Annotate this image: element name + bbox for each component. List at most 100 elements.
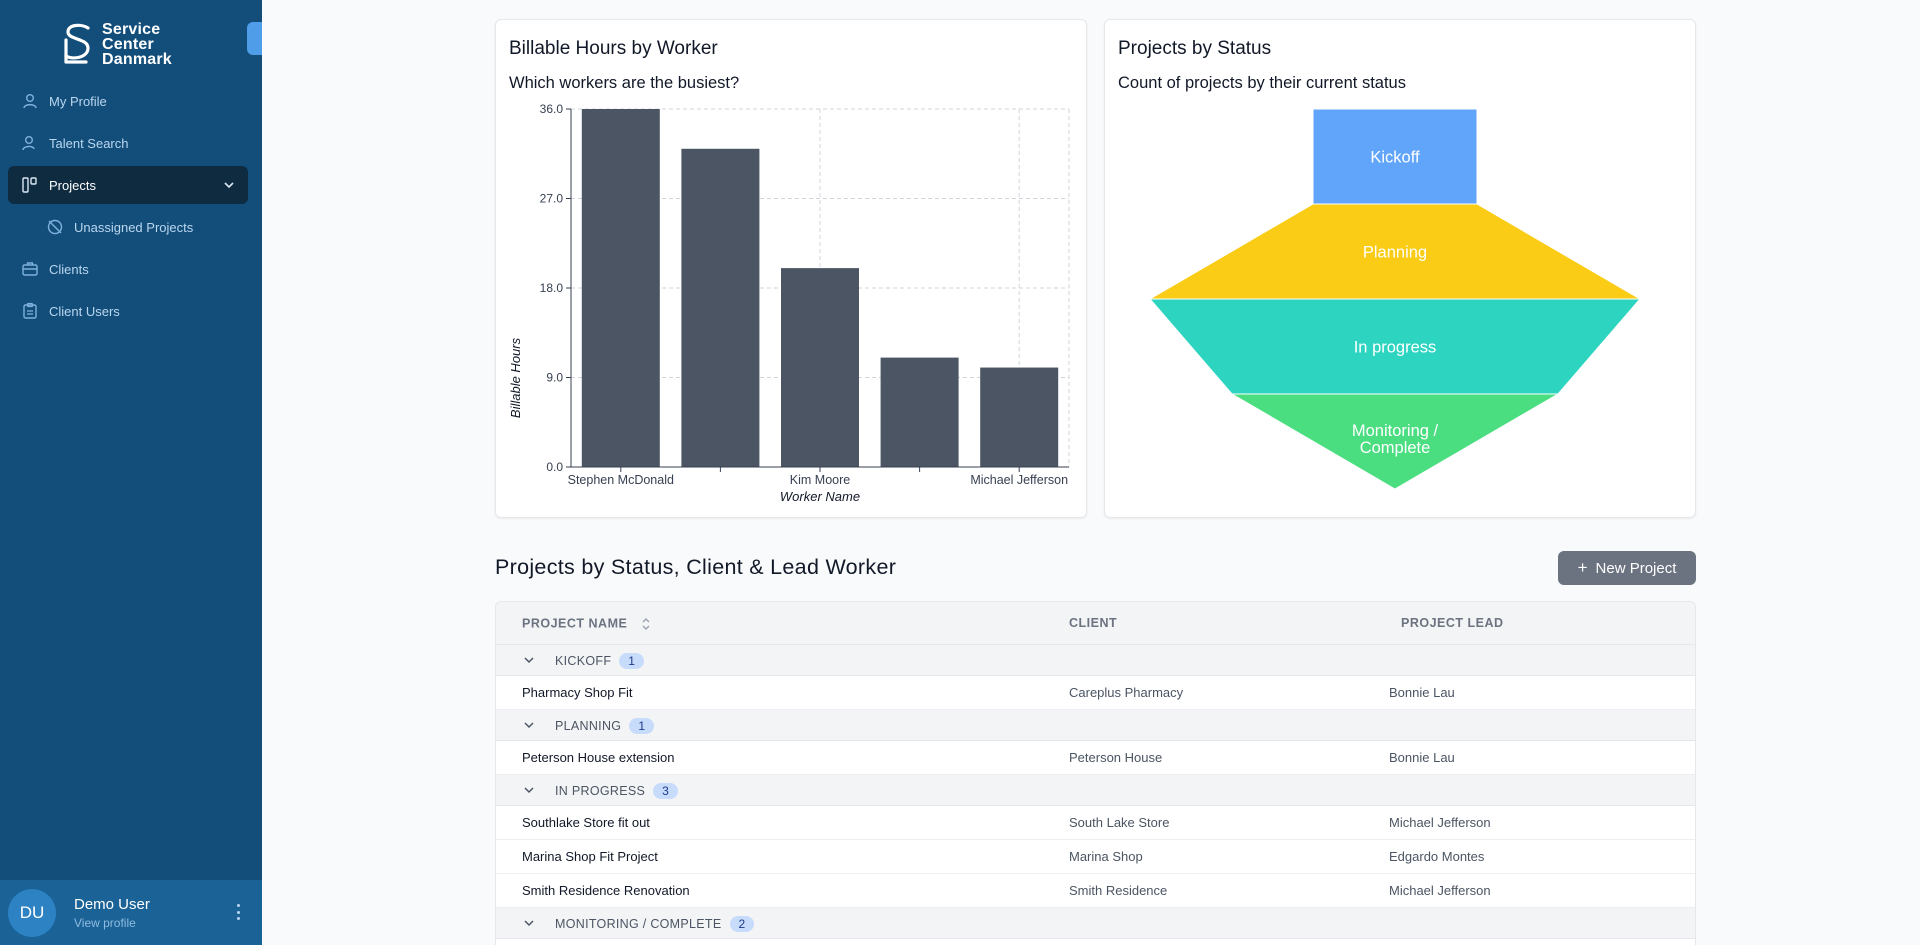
group-name: IN PROGRESS xyxy=(555,784,646,798)
project-lead-cell: Michael Jefferson xyxy=(1389,815,1491,830)
funnel-stage-label: Planning xyxy=(1363,244,1427,262)
sidebar-item-label: Talent Search xyxy=(49,135,129,151)
project-name-cell[interactable]: Smith Residence Renovation xyxy=(522,883,690,898)
sidebar-item-label: Projects xyxy=(49,177,96,193)
group-name: KICKOFF xyxy=(555,654,612,668)
table-row[interactable]: Marina Shop Fit Project Marina Shop Edga… xyxy=(496,840,1695,874)
group-count-badge: 1 xyxy=(619,653,645,669)
chevron-down-icon[interactable] xyxy=(523,784,535,796)
group-name: PLANNING xyxy=(555,719,622,733)
project-name-cell[interactable]: Peterson House extension xyxy=(522,750,675,765)
funnel-stage-label: Kickoff xyxy=(1370,149,1420,167)
sidebar-item-label: Client Users xyxy=(49,303,120,319)
group-count-badge: 3 xyxy=(653,783,679,799)
user-profile-box[interactable]: DU Demo User View profile xyxy=(0,880,262,945)
bar[interactable] xyxy=(581,109,660,467)
table-row[interactable]: Peterson House extension Peterson House … xyxy=(496,741,1695,775)
bar-chart: 0.0 9.0 18.0 27.0 36.0 Stephen McDonald Kim Mo… xyxy=(508,102,1070,504)
chevron-down-icon xyxy=(224,182,234,189)
funnel-stage[interactable] xyxy=(1230,393,1560,490)
card-title: Billable Hours by Worker xyxy=(509,38,718,59)
table-header: PROJECT NAME CLIENT PROJECT LEAD xyxy=(496,602,1695,645)
client-cell: Marina Shop xyxy=(1069,849,1143,864)
y-axis-label: Billable Hours xyxy=(508,337,523,418)
logo-line-1: Service xyxy=(102,20,161,38)
sidebar-item-label: My Profile xyxy=(49,93,107,109)
more-options-icon[interactable] xyxy=(236,904,240,920)
user-icon xyxy=(23,94,37,109)
group-label: MONITORING / COMPLETE 2 xyxy=(555,916,755,932)
bar[interactable] xyxy=(781,268,859,467)
bar[interactable] xyxy=(980,367,1059,467)
column-header-project-lead[interactable]: PROJECT LEAD xyxy=(1401,616,1504,630)
project-name-cell[interactable]: Marina Shop Fit Project xyxy=(522,849,658,864)
project-name-cell[interactable]: Pharmacy Shop Fit xyxy=(522,685,633,700)
table-row[interactable]: Pharmacy Shop Fit Careplus Pharmacy Bonn… xyxy=(496,676,1695,710)
group-label: PLANNING 1 xyxy=(555,718,655,734)
table-row[interactable]: Southlake Store fit out South Lake Store… xyxy=(496,806,1695,840)
projects-icon xyxy=(22,177,37,193)
project-lead-cell: Bonnie Lau xyxy=(1389,685,1455,700)
funnel-stage-label: Complete xyxy=(1360,439,1431,457)
sidebar-item-my-profile[interactable]: My Profile xyxy=(8,82,248,120)
logo[interactable]: Service Center Danmark xyxy=(62,20,192,68)
column-header-client[interactable]: CLIENT xyxy=(1069,616,1118,630)
sidebar-nav: My Profile Talent Search Projects Unassi… xyxy=(8,82,248,334)
new-project-label: New Project xyxy=(1595,559,1677,577)
sort-icon[interactable] xyxy=(641,616,651,632)
logo-line-3: Danmark xyxy=(102,50,172,68)
sidebar-collapse-handle[interactable] xyxy=(247,22,262,55)
group-row-kickoff[interactable]: KICKOFF 1 xyxy=(496,645,1695,676)
sidebar-item-label: Unassigned Projects xyxy=(74,219,194,235)
unassigned-icon xyxy=(47,219,63,235)
group-label: IN PROGRESS 3 xyxy=(555,783,679,799)
funnel-chart: Kickoff Planning In progress Monitoring /Co… xyxy=(1148,108,1642,490)
funnel-stage-label: Monitoring / xyxy=(1352,422,1439,440)
chevron-down-icon[interactable] xyxy=(523,719,535,731)
y-tick-label: 27.0 xyxy=(540,192,564,206)
billable-hours-card: Billable Hours by Worker Which workers a… xyxy=(495,19,1087,518)
client-cell: Smith Residence xyxy=(1069,883,1168,898)
sidebar-item-talent-search[interactable]: Talent Search xyxy=(8,124,248,162)
table-row[interactable]: Smith Residence Renovation Smith Residen… xyxy=(496,874,1695,908)
user-name: Demo User xyxy=(74,895,150,913)
sidebar-item-label: Clients xyxy=(49,261,89,277)
avatar[interactable]: DU xyxy=(8,888,56,937)
column-header-label: PROJECT NAME xyxy=(522,616,628,631)
column-header-project-name[interactable]: PROJECT NAME xyxy=(522,616,651,632)
x-tick-label: Stephen McDonald xyxy=(568,473,674,487)
group-row-monitoring-complete[interactable]: MONITORING / COMPLETE 2 xyxy=(496,908,1695,939)
group-count-badge: 2 xyxy=(729,916,755,932)
view-profile-link[interactable]: View profile xyxy=(74,915,136,930)
y-tick-label: 0.0 xyxy=(546,460,563,474)
bar[interactable] xyxy=(681,148,760,467)
projects-by-status-card: Projects by Status Count of projects by … xyxy=(1104,19,1696,518)
funnel-stage-label: In progress xyxy=(1354,339,1437,357)
sidebar-item-clients[interactable]: Clients xyxy=(8,250,248,288)
chevron-down-icon[interactable] xyxy=(523,654,535,666)
group-count-badge: 1 xyxy=(629,718,655,734)
user-info: Demo User View profile xyxy=(74,896,150,930)
y-tick-label: 36.0 xyxy=(540,102,564,116)
sidebar-item-client-users[interactable]: Client Users xyxy=(8,292,248,330)
logo-line-2: Center xyxy=(102,35,154,53)
logo-text: Service Center Danmark xyxy=(102,20,172,68)
card-title: Projects by Status xyxy=(1118,38,1272,59)
x-axis-label: Worker Name xyxy=(780,489,860,504)
bar[interactable] xyxy=(880,357,959,467)
clipboard-icon xyxy=(23,302,37,319)
sidebar: Service Center Danmark My Profile Talent… xyxy=(0,0,262,945)
chevron-down-icon[interactable] xyxy=(523,917,535,929)
y-tick-label: 18.0 xyxy=(540,281,564,295)
x-tick-label: Michael Jefferson xyxy=(970,473,1068,487)
new-project-button[interactable]: + New Project xyxy=(1558,551,1696,585)
group-name: MONITORING / COMPLETE xyxy=(555,917,722,931)
project-name-cell[interactable]: Southlake Store fit out xyxy=(522,815,650,830)
sidebar-item-projects[interactable]: Projects xyxy=(8,166,248,204)
sidebar-item-unassigned-projects[interactable]: Unassigned Projects xyxy=(8,208,248,246)
group-label: KICKOFF 1 xyxy=(555,653,645,669)
projects-table: PROJECT NAME CLIENT PROJECT LEAD KICKOFF… xyxy=(495,601,1696,945)
briefcase-icon xyxy=(22,262,38,276)
group-row-planning[interactable]: PLANNING 1 xyxy=(496,710,1695,741)
group-row-in-progress[interactable]: IN PROGRESS 3 xyxy=(496,775,1695,806)
